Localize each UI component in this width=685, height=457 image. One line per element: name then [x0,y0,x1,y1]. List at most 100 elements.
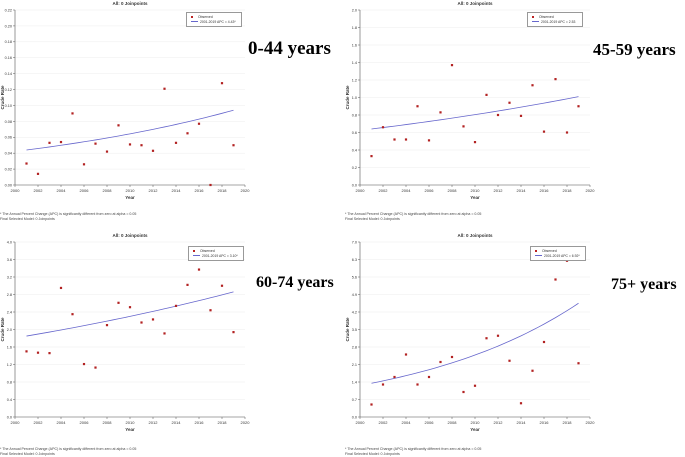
age-group-label: 75+ years [611,276,677,293]
observed-point [209,183,212,187]
x-tick-label: 2002 [34,188,44,193]
y-axis-label: Crude Rate [0,85,5,110]
observed-point [71,112,74,115]
y-tick-label: 1.6 [7,345,12,349]
fit-line-icon [535,255,542,257]
chart-title: All: 0 Joinpoints [112,233,148,238]
observed-point [232,331,235,334]
y-tick-label: 0.08 [5,120,12,124]
x-tick-label: 2020 [241,188,251,193]
observed-point [48,141,51,144]
observed-point [59,140,63,144]
observed-marker-icon [193,249,195,252]
y-tick-label: 0.20 [5,24,12,28]
y-tick-label: 1.8 [352,26,357,30]
y-tick-label: 0.12 [5,88,12,92]
y-tick-label: 1.2 [352,78,357,82]
x-tick-label: 2010 [471,188,481,193]
footnote: * The Annual Percent Change (APC) is sig… [0,212,136,222]
observed-point [128,306,132,309]
footnote-model: Final Selected Model: 0 Joinpoints [345,452,400,456]
legend: Observed 2001-2019 APC = 6.92* [530,246,586,261]
age-group-label: 45-59 years [593,40,676,59]
observed-point [36,172,40,175]
y-tick-label: 0.02 [5,167,12,171]
observed-point [473,384,477,387]
y-tick-label: 2.0 [352,8,357,12]
y-tick-label: 4.0 [7,240,12,244]
y-tick-label: 0.14 [5,72,12,76]
observed-point [450,355,454,359]
y-tick-label: 3.2 [7,275,12,279]
observed-point [393,375,396,379]
y-tick-label: 0.0 [352,415,357,419]
y-tick-label: 5.6 [352,275,357,279]
observed-point [393,138,396,141]
x-tick-label: 2018 [218,420,228,425]
observed-point [531,84,534,87]
footnote-model: Final Selected Model: 0 Joinpoints [345,217,400,221]
legend-observed: Observed [198,14,213,19]
legend: Observed 2001-2019 APC = 3.10* [188,246,244,261]
observed-point [94,366,97,369]
observed-point [473,141,477,144]
y-axis-label: Crude Rate [345,85,350,110]
observed-point [186,283,189,286]
observed-point [519,114,523,117]
y-tick-label: 4.2 [352,310,357,314]
legend-observed: Observed [542,248,557,253]
y-axis-label: Crude Rate [345,317,350,342]
observed-point [128,143,132,146]
x-tick-label: 2000 [11,420,21,425]
x-axis-label: Year [470,195,480,200]
x-tick-label: 2010 [126,188,136,193]
y-tick-label: 2.8 [7,293,12,297]
observed-point [427,139,431,142]
footnote-model: Final Selected Model: 0 Joinpoints [0,217,55,221]
observed-point [220,284,224,287]
y-tick-label: 2.1 [352,363,357,367]
fit-line-icon [191,21,198,23]
age-group-label: 60-74 years [256,274,334,291]
legend-fit: 2001-2019 APC = 2.53 [541,19,576,24]
observed-point [370,403,373,406]
chart-panel-45-59: 2000 2002 2004 2006 2008 2010 2012 2014 2016 2018… [345,0,685,225]
x-tick-label: 2012 [494,188,504,193]
y-tick-label: 3.5 [352,328,357,332]
x-tick-label: 2004 [402,420,412,425]
y-tick-label: 0.4 [352,148,357,152]
observed-point [140,144,143,147]
observed-point [404,353,408,356]
x-tick-label: 2018 [218,188,228,193]
y-tick-label: 3.6 [7,258,12,262]
y-tick-label: 1.4 [352,380,357,384]
x-tick-label: 2020 [241,420,251,425]
y-tick-label: 1.2 [7,363,12,367]
y-tick-label: 0.06 [5,136,12,140]
y-tick-label: 0.4 [7,398,12,402]
footnote-apc: * The Annual Percent Change (APC) is sig… [345,212,482,216]
observed-point [439,360,442,364]
legend-observed: Observed [200,248,215,253]
y-tick-label: 0.0 [7,415,12,419]
legend-fit: 2001-2019 APC = 3.10* [202,253,238,258]
x-tick-label: 2008 [103,188,113,193]
y-tick-label: 0.16 [5,56,12,60]
chart-svg-60-74: 2000 2002 2004 2006 2008 2010 2012 2014 2016 2018… [0,240,251,432]
y-tick-label: 1.0 [352,96,357,100]
observed-point [25,350,28,353]
x-tick-label: 2002 [379,188,389,193]
x-tick-label: 2012 [149,420,159,425]
observed-point [496,334,500,337]
footnote-apc: * The Annual Percent Change (APC) is sig… [0,447,137,451]
observed-point [25,162,28,165]
x-tick-label: 2002 [379,420,389,425]
legend-fit: 2001-2019 APC = 4.43* [200,19,236,24]
fit-line [371,96,579,130]
observed-point [485,93,488,96]
x-tick-label: 2002 [34,420,44,425]
chart-panel-60-74: 2000 2002 2004 2006 2008 2010 2012 2014 2016 2018… [0,232,340,457]
x-tick-label: 2016 [195,188,205,193]
x-tick-label: 2020 [586,188,596,193]
observed-point [209,309,212,312]
